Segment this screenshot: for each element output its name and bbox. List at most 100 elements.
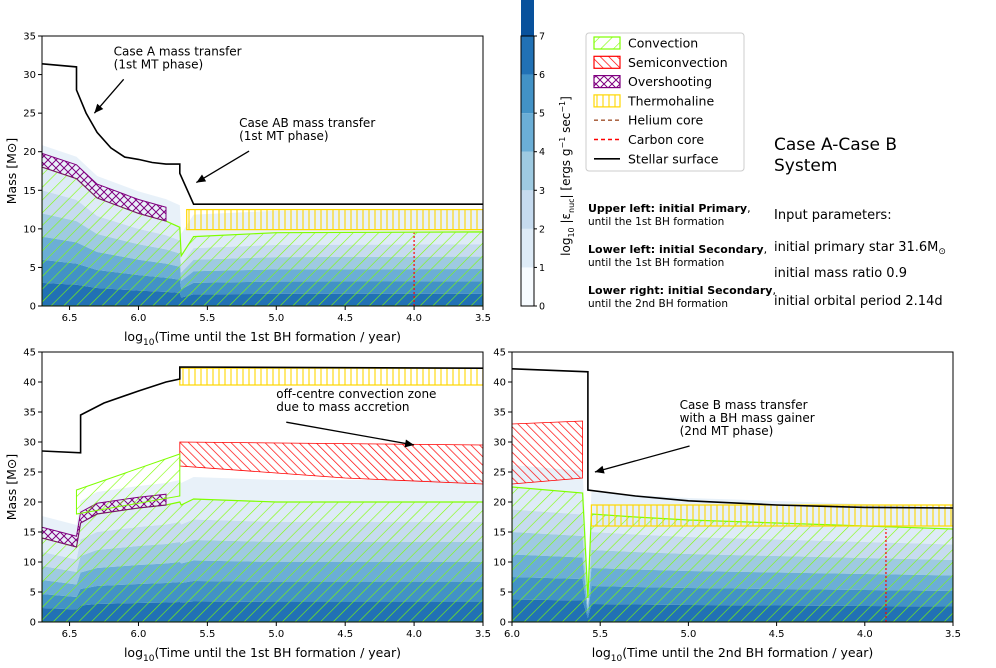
- x-axis-label-sub: 10: [143, 654, 155, 664]
- annotation-text: (1st MT phase): [239, 129, 328, 143]
- colorbar-tick-label: 6: [539, 70, 545, 81]
- x-axis-label-sub: 10: [611, 654, 623, 664]
- x-tick-label: 6.0: [131, 629, 147, 640]
- colorbar-label-part: | [ergs g: [559, 149, 573, 199]
- y-tick-label: 30: [493, 438, 506, 449]
- y-tick-label: 45: [23, 348, 36, 359]
- x-axis-label: log10(Time until the 1st BH formation / …: [124, 645, 401, 664]
- annotation-arrowhead: [196, 174, 207, 183]
- x-tick-label: 3.5: [475, 313, 491, 324]
- panel-lower-right: 6.0 5.5 5.0 4.5 4.0 3.5051015202530354045log1…: [493, 348, 961, 665]
- axes-frame: [41, 35, 484, 307]
- legend: Convection Semiconvection Overshooting Ther…: [585, 32, 745, 172]
- colorbar-segment: [521, 0, 534, 37]
- thermohaline-region: [186, 208, 483, 231]
- input-primary-mass: initial primary star 31.6M⊙: [774, 240, 946, 257]
- legend-label: Semiconvection: [628, 55, 728, 70]
- annotation-arrowhead: [94, 103, 104, 114]
- colorbar-label-part: sec: [559, 113, 573, 137]
- y-tick-label: 30: [23, 438, 36, 449]
- colorbar-label-part: log: [559, 238, 573, 256]
- x-tick-label: 6.0: [504, 629, 520, 640]
- colorbar-segment: [521, 190, 534, 229]
- colorbar-segment: [521, 36, 534, 75]
- thermohaline-region: [179, 367, 483, 386]
- x-tick-label: 3.5: [475, 629, 491, 640]
- stellar-surface-line: [512, 368, 953, 509]
- x-tick-label: 6.0: [131, 313, 147, 324]
- y-tick-label: 15: [23, 186, 36, 197]
- x-axis-label: log10(Time until the 2nd BH formation / …: [592, 645, 874, 664]
- annotation-text: (2nd MT phase): [680, 424, 774, 438]
- y-tick-label: 25: [23, 109, 36, 120]
- x-axis-label-sub: 10: [143, 338, 155, 348]
- colorbar-segment: [521, 151, 534, 191]
- x-tick-label: 6.5: [62, 313, 78, 324]
- annotation-text: due to mass accretion: [276, 400, 409, 414]
- input-orbital-period: initial orbital period 2.14d: [774, 294, 943, 309]
- x-axis-label-rest: (Time until the 1st BH formation / year): [154, 329, 401, 344]
- annotation-text: off-centre convection zone: [276, 387, 436, 401]
- y-tick-label: 15: [493, 528, 506, 539]
- x-tick-label: 3.5: [945, 629, 961, 640]
- x-tick-label: 4.0: [406, 629, 422, 640]
- system-title-line1: Case A-Case B: [774, 135, 897, 155]
- annotation-text: with a BH mass gainer: [680, 411, 815, 425]
- overshooting-region: [42, 152, 167, 222]
- legend-frame: [585, 32, 745, 172]
- legend-label: Stellar surface: [628, 151, 719, 166]
- x-tick-label: 6.5: [62, 629, 78, 640]
- panel-lower-left: 6.5 6.0 5.5 5.0 4.5 4.0 3.5 0 5 10 15 20 25 30 35 40 45 l…: [4, 348, 491, 665]
- colorbar-segment: [521, 228, 534, 268]
- note-lower-left-sub: until the 1st BH formation: [588, 257, 724, 269]
- legend-label: Convection: [628, 36, 698, 51]
- x-tick-label: 4.5: [337, 629, 353, 640]
- legend-swatch: [593, 94, 621, 108]
- y-tick-label: 25: [493, 468, 506, 479]
- y-tick-label: 15: [23, 528, 36, 539]
- note-upper-left: Upper left: initial Primary,: [588, 202, 751, 215]
- x-axis-label-log: log: [124, 645, 143, 660]
- x-axis-label-rest: (Time until the 1st BH formation / year): [154, 645, 401, 660]
- legend-swatch: [593, 55, 621, 69]
- y-tick-label: 20: [23, 498, 36, 509]
- colorbar-label-part: 10: [567, 227, 576, 237]
- colorbar-tick-label: 1: [539, 263, 545, 274]
- axes-frame: [41, 351, 484, 623]
- colorbar-label-part: −1: [558, 137, 567, 149]
- stellar-surface-line: [42, 63, 483, 205]
- y-tick-label: 30: [23, 70, 36, 81]
- stellar-surface-line: [42, 366, 483, 454]
- x-tick-label: 5.5: [199, 629, 215, 640]
- x-tick-label: 5.5: [199, 313, 215, 324]
- x-tick-label: 4.5: [769, 629, 785, 640]
- y-tick-label: 45: [493, 348, 506, 359]
- legend-swatch: [593, 74, 621, 89]
- x-tick-label: 4.5: [337, 313, 353, 324]
- colorbar-label: log10 |εnuc| [ergs g−1 sec−1]: [558, 96, 576, 256]
- y-tick-label: 10: [493, 558, 506, 569]
- colorbar-frame: [520, 35, 535, 307]
- legend-label: Helium core: [628, 113, 703, 128]
- y-tick-label: 0: [500, 618, 506, 629]
- colorbar-tick-label: 4: [539, 147, 545, 158]
- colorbar-label-part: ]: [559, 96, 573, 101]
- y-tick-label: 10: [23, 558, 36, 569]
- annotation-arrowhead: [594, 465, 605, 474]
- annotation-text: Case B mass transfer: [680, 398, 808, 412]
- colorbar-label-part: nuc: [567, 198, 576, 213]
- y-tick-label: 5: [30, 588, 36, 599]
- y-tick-label: 5: [500, 588, 506, 599]
- annotation-text: Case A mass transfer: [114, 44, 242, 58]
- annotation-arrow: [286, 421, 415, 446]
- x-tick-label: 4.0: [406, 313, 422, 324]
- annotation-text: Case AB mass transfer: [239, 116, 375, 130]
- x-tick-label: 4.0: [857, 629, 873, 640]
- note-lower-right: Lower right: initial Secondary,: [588, 284, 776, 297]
- colorbar: 0 1 2 3 4 5 6 7: [520, 0, 545, 313]
- annotation-arrow: [196, 150, 250, 184]
- axes-frame: [511, 351, 954, 623]
- x-axis-label-rest: (Time until the 2nd BH formation / year): [622, 645, 873, 660]
- colorbar-label-part: |ε: [559, 213, 573, 227]
- colorbar-label-part: −1: [558, 101, 567, 113]
